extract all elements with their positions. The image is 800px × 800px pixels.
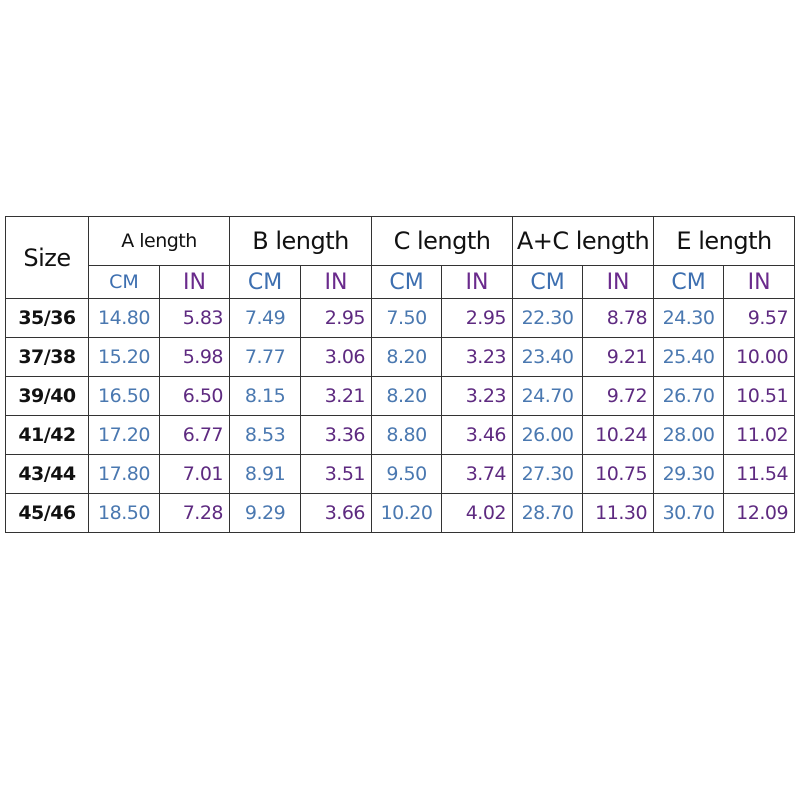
- cm-value-cell: 14.80: [88, 298, 160, 338]
- in-value-cell: 5.83: [158, 298, 231, 338]
- in-value-cell: 3.06: [300, 337, 373, 377]
- in-value-cell: 11.54: [723, 454, 796, 494]
- size-chart-table: Size A length B length C length A+C leng…: [5, 216, 796, 533]
- size-cell: 45/46: [5, 493, 89, 533]
- size-cell: 41/42: [5, 415, 89, 455]
- cm-value-cell: 29.30: [653, 454, 725, 494]
- table-row: 45/46 18.50 7.28 9.29 3.66 10.20 4.02 28.70 11.3…: [5, 493, 796, 533]
- cm-value-cell: 16.50: [88, 376, 160, 416]
- cm-header: CM: [371, 265, 443, 299]
- cm-value-cell: 9.29: [229, 493, 302, 533]
- in-header: IN: [158, 265, 231, 299]
- in-value-cell: 7.28: [158, 493, 231, 533]
- cm-value-cell: 10.20: [371, 493, 443, 533]
- a-length-header: A length: [87, 216, 231, 266]
- in-value-cell: 3.46: [441, 415, 514, 455]
- cm-value-cell: 24.70: [512, 376, 584, 416]
- ac-length-header: A+C length: [512, 216, 655, 266]
- in-value-cell: 4.02: [441, 493, 514, 533]
- cm-value-cell: 9.50: [371, 454, 443, 494]
- c-length-header: C length: [371, 216, 514, 266]
- cm-value-cell: 26.70: [653, 376, 725, 416]
- in-value-cell: 3.23: [441, 337, 514, 377]
- in-value-cell: 3.66: [300, 493, 373, 533]
- in-value-cell: 7.01: [158, 454, 231, 494]
- table-body: 35/36 14.80 5.83 7.49 2.95 7.50 2.95 22.30 8.78 2…: [5, 298, 796, 533]
- cm-value-cell: 8.20: [371, 376, 443, 416]
- cm-value-cell: 7.77: [229, 337, 302, 377]
- table-row: 37/38 15.20 5.98 7.77 3.06 8.20 3.23 23.40 9.21 2…: [5, 337, 796, 377]
- in-value-cell: 11.02: [723, 415, 796, 455]
- in-value-cell: 3.23: [441, 376, 514, 416]
- cm-value-cell: 17.80: [88, 454, 160, 494]
- cm-value-cell: 28.70: [512, 493, 584, 533]
- in-value-cell: 3.74: [441, 454, 514, 494]
- cm-value-cell: 26.00: [512, 415, 584, 455]
- cm-value-cell: 15.20: [88, 337, 160, 377]
- in-value-cell: 10.00: [723, 337, 796, 377]
- cm-value-cell: 18.50: [88, 493, 160, 533]
- size-cell: 37/38: [5, 337, 89, 377]
- header-row-units: CM IN CM IN CM IN CM IN CM IN: [6, 265, 796, 299]
- size-cell: 39/40: [5, 376, 89, 416]
- cm-value-cell: 28.00: [653, 415, 725, 455]
- in-value-cell: 10.51: [723, 376, 796, 416]
- e-length-header: E length: [653, 216, 796, 266]
- in-header: IN: [582, 265, 655, 299]
- in-value-cell: 6.77: [158, 415, 231, 455]
- in-value-cell: 8.78: [582, 298, 655, 338]
- size-cell: 35/36: [5, 298, 89, 338]
- in-header: IN: [723, 265, 796, 299]
- cm-value-cell: 24.30: [653, 298, 725, 338]
- cm-value-cell: 8.20: [371, 337, 443, 377]
- in-value-cell: 5.98: [158, 337, 231, 377]
- cm-value-cell: 27.30: [512, 454, 584, 494]
- in-value-cell: 9.72: [582, 376, 655, 416]
- cm-header: CM: [229, 265, 302, 299]
- cm-value-cell: 17.20: [88, 415, 160, 455]
- cm-header: CM: [653, 265, 725, 299]
- in-value-cell: 10.24: [582, 415, 655, 455]
- cm-value-cell: 22.30: [512, 298, 584, 338]
- in-value-cell: 2.95: [300, 298, 373, 338]
- in-value-cell: 9.21: [582, 337, 655, 377]
- in-value-cell: 2.95: [441, 298, 514, 338]
- in-header: IN: [300, 265, 373, 299]
- in-value-cell: 3.36: [300, 415, 373, 455]
- size-header: Size: [5, 216, 89, 299]
- cm-value-cell: 8.53: [229, 415, 302, 455]
- in-value-cell: 3.21: [300, 376, 373, 416]
- in-value-cell: 9.57: [723, 298, 796, 338]
- table-row: 41/42 17.20 6.77 8.53 3.36 8.80 3.46 26.00 10.24…: [5, 415, 796, 455]
- in-value-cell: 12.09: [723, 493, 796, 533]
- in-value-cell: 11.30: [582, 493, 655, 533]
- b-length-header: B length: [229, 216, 373, 266]
- size-cell: 43/44: [5, 454, 89, 494]
- in-value-cell: 6.50: [158, 376, 231, 416]
- cm-value-cell: 25.40: [653, 337, 725, 377]
- cm-value-cell: 23.40: [512, 337, 584, 377]
- cm-value-cell: 7.50: [371, 298, 443, 338]
- cm-value-cell: 8.15: [229, 376, 302, 416]
- cm-value-cell: 30.70: [653, 493, 725, 533]
- table-row: 35/36 14.80 5.83 7.49 2.95 7.50 2.95 22.30 8.78 2…: [5, 298, 796, 338]
- in-value-cell: 10.75: [582, 454, 655, 494]
- cm-header: CM: [512, 265, 584, 299]
- in-header: IN: [441, 265, 514, 299]
- table-row: 39/40 16.50 6.50 8.15 3.21 8.20 3.23 24.70 9.72 2…: [5, 376, 796, 416]
- header-row-groups: Size A length B length C length A+C leng…: [5, 216, 796, 299]
- cm-value-cell: 7.49: [229, 298, 302, 338]
- cm-value-cell: 8.80: [371, 415, 443, 455]
- table-row: 43/44 17.80 7.01 8.91 3.51 9.50 3.74 27.30 10.75…: [5, 454, 796, 494]
- cm-value-cell: 8.91: [229, 454, 302, 494]
- cm-header: CM: [88, 265, 160, 299]
- in-value-cell: 3.51: [300, 454, 373, 494]
